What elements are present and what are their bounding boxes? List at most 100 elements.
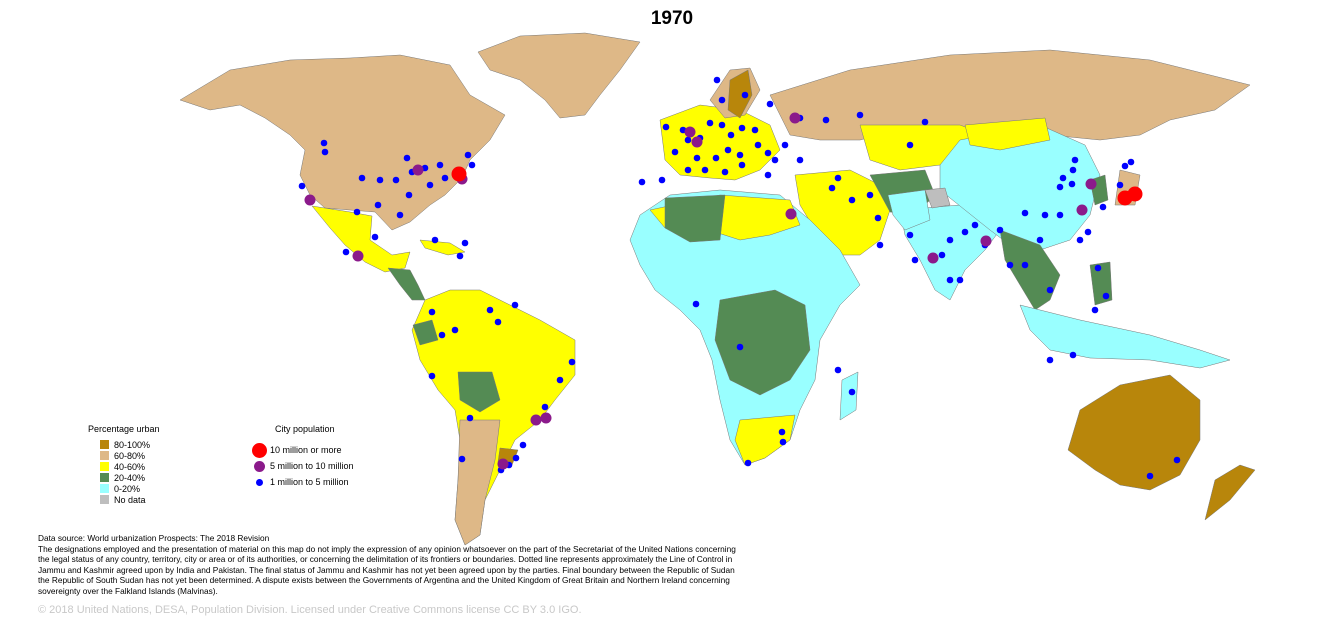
city-marker-small — [1173, 456, 1181, 464]
city-markers — [298, 76, 1181, 480]
region-europe-west — [659, 104, 781, 181]
city-marker-small — [658, 176, 666, 184]
legend-urban-item: 0-20% — [100, 483, 160, 494]
city-marker-small — [671, 148, 679, 156]
city-marker-small — [736, 343, 744, 351]
city-marker-small — [1116, 181, 1124, 189]
legend-urban-item: 40-60% — [100, 461, 160, 472]
legend-percentage-urban: Percentage urban 80-100% 60-80% 40-60% 2… — [88, 424, 160, 505]
city-marker-small — [693, 154, 701, 162]
city-marker-small — [662, 123, 670, 131]
region-chile-argentina — [454, 419, 501, 546]
city-marker-small — [778, 428, 786, 436]
city-marker-small — [971, 221, 979, 229]
city-marker-small — [921, 118, 929, 126]
region-sweden — [727, 69, 753, 119]
city-marker-small — [464, 151, 472, 159]
city-marker-small — [713, 76, 721, 84]
city-marker-small — [541, 403, 549, 411]
city-marker-small — [486, 306, 494, 314]
city-marker-small — [1084, 228, 1092, 236]
city-marker-small — [961, 228, 969, 236]
legend-urban-label: 0-20% — [114, 483, 141, 494]
city-marker-small — [403, 154, 411, 162]
city-marker-small — [556, 376, 564, 384]
city-marker-small — [392, 176, 400, 184]
legend-city-population: City population 10 million or more 5 mil… — [250, 424, 354, 490]
city-marker-small — [911, 256, 919, 264]
city-marker-small — [396, 211, 404, 219]
city-marker-small — [771, 156, 779, 164]
city-marker-small — [764, 171, 772, 179]
legend-urban-label: 80-100% — [114, 439, 151, 450]
city-marker-small — [1068, 180, 1076, 188]
city-marker-small — [996, 226, 1004, 234]
city-marker-small — [848, 388, 856, 396]
city-marker-medium — [927, 252, 939, 264]
legend-urban-heading: Percentage urban — [88, 424, 160, 434]
city-marker-small — [796, 156, 804, 164]
city-marker-small — [1056, 183, 1064, 191]
city-marker-small — [353, 208, 361, 216]
city-marker-small — [428, 308, 436, 316]
city-marker-small — [744, 459, 752, 467]
legend-swatch — [100, 451, 109, 460]
city-marker-small — [1056, 211, 1064, 219]
city-marker-small — [736, 151, 744, 159]
city-marker-small — [461, 239, 469, 247]
legend-city-label: 1 million to 5 million — [270, 477, 349, 487]
city-marker-small — [828, 184, 836, 192]
city-marker-medium — [785, 208, 797, 220]
city-marker-small — [1094, 264, 1102, 272]
city-marker-small — [701, 166, 709, 174]
city-marker-small — [1121, 162, 1129, 170]
city-marker-small — [371, 233, 379, 241]
city-marker-small — [741, 91, 749, 99]
city-marker-small — [692, 300, 700, 308]
city-marker-small — [1071, 156, 1079, 164]
city-marker-small — [764, 149, 772, 157]
city-marker-small — [1146, 472, 1154, 480]
city-marker-small — [376, 176, 384, 184]
city-marker-small — [718, 121, 726, 129]
legend-urban-item: 60-80% — [100, 450, 160, 461]
legend-urban-label: 60-80% — [114, 450, 146, 461]
city-marker-small — [320, 139, 328, 147]
city-marker-small — [1127, 158, 1135, 166]
region-southern-africa — [734, 414, 796, 466]
city-marker-small — [956, 276, 964, 284]
city-marker-small — [751, 126, 759, 134]
city-marker-small — [754, 141, 762, 149]
legend-urban-item: 80-100% — [100, 439, 160, 450]
city-marker-medium — [980, 235, 992, 247]
city-marker-small — [426, 181, 434, 189]
source-note: Data source: World urbanization Prospect… — [38, 533, 748, 597]
city-marker-small — [781, 141, 789, 149]
legend-city-label: 10 million or more — [270, 445, 342, 455]
region-south-america — [411, 289, 576, 546]
city-marker-medium — [540, 412, 552, 424]
city-marker-small — [834, 366, 842, 374]
city-marker-small — [727, 131, 735, 139]
city-marker-small — [1069, 351, 1077, 359]
city-marker-small — [712, 154, 720, 162]
city-marker-small — [684, 166, 692, 174]
city-dot-medium-icon — [253, 460, 265, 472]
region-north-america — [179, 54, 506, 231]
legend-swatch — [100, 495, 109, 504]
city-marker-small — [298, 182, 306, 190]
region-russia — [769, 49, 1251, 141]
city-marker-small — [848, 196, 856, 204]
city-marker-medium — [352, 250, 364, 262]
city-marker-small — [834, 174, 842, 182]
city-marker-small — [466, 414, 474, 422]
city-marker-small — [1059, 174, 1067, 182]
city-marker-small — [738, 124, 746, 132]
region-greenland — [477, 32, 641, 119]
city-marker-medium — [789, 112, 801, 124]
city-marker-small — [856, 111, 864, 119]
city-marker-small — [638, 178, 646, 186]
city-marker-small — [1102, 292, 1110, 300]
region-algeria — [664, 194, 726, 243]
legend-city-item: 10 million or more — [250, 442, 354, 458]
